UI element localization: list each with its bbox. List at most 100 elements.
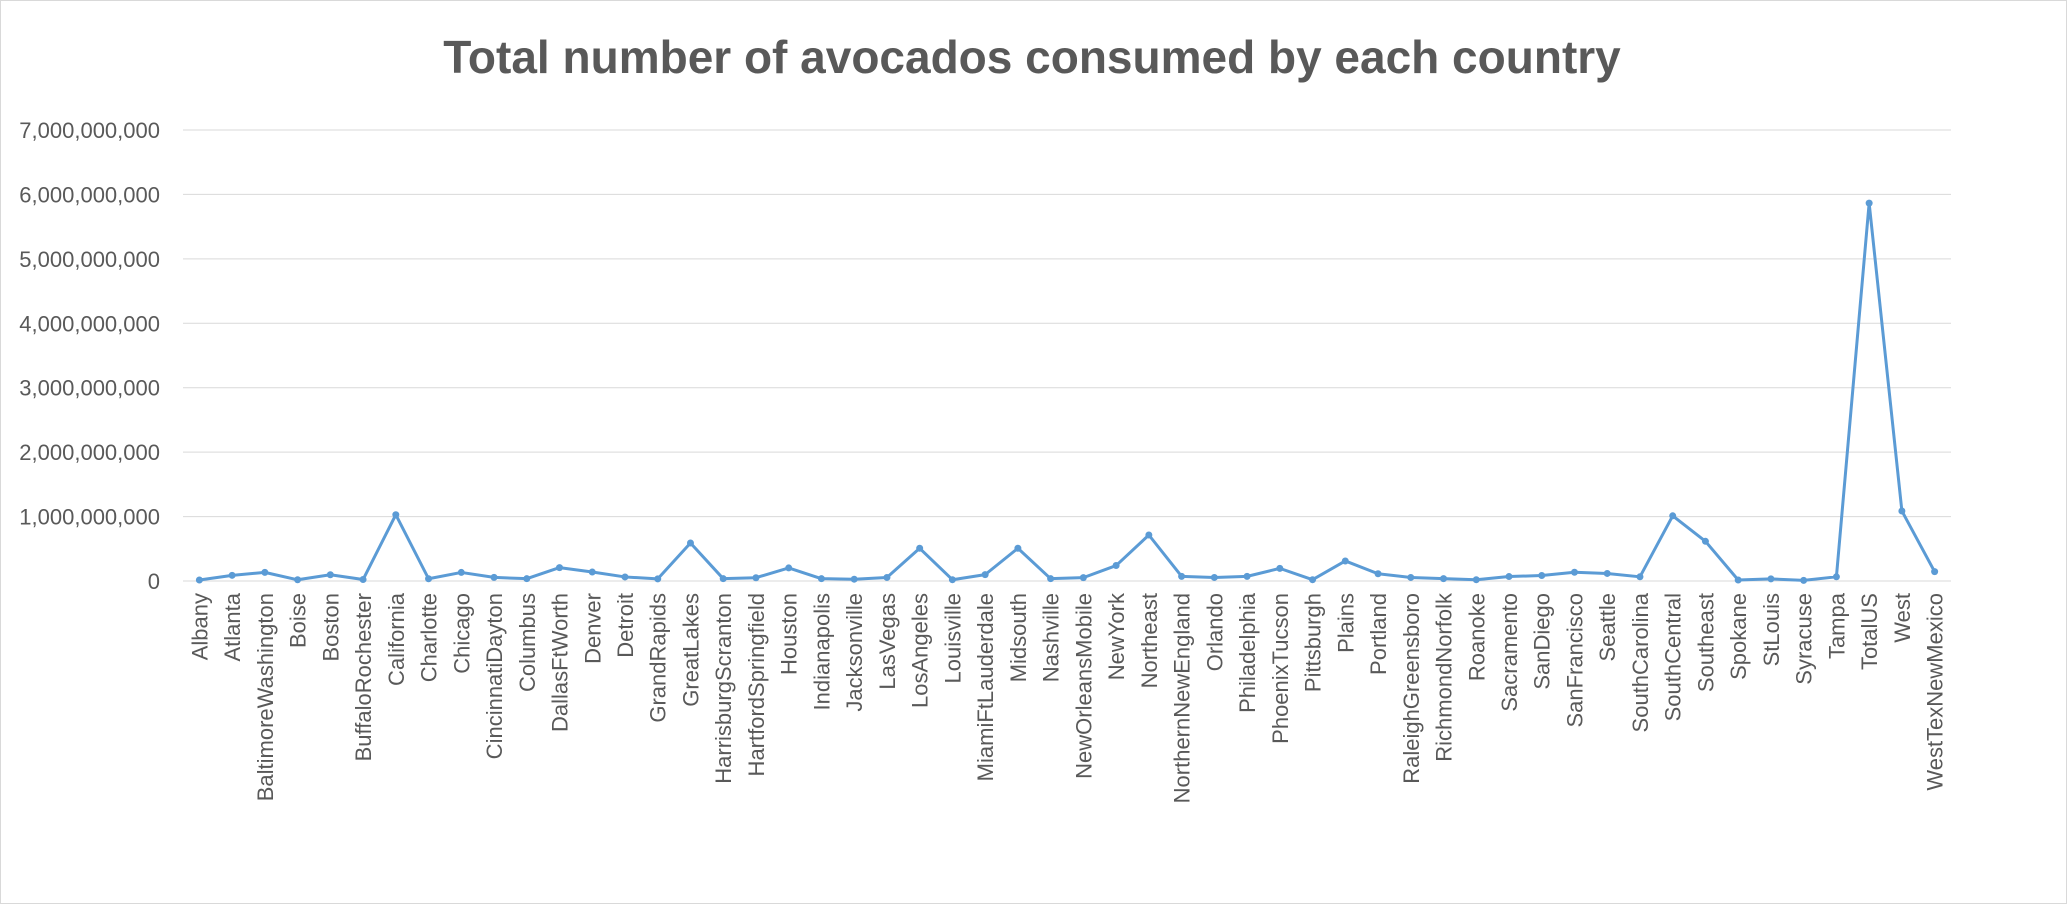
x-tick-label: StLouis: [1759, 593, 1784, 666]
x-tick-label: NewYork: [1104, 592, 1129, 680]
data-point: [1047, 575, 1055, 583]
x-tick-label: BaltimoreWashington: [253, 593, 278, 801]
data-point: [719, 575, 727, 583]
y-tick-label: 2,000,000,000: [19, 440, 160, 465]
x-tick-label: LosAngeles: [908, 593, 933, 708]
x-tick-label: LasVegas: [875, 593, 900, 690]
x-tick-label: RichmondNorfolk: [1432, 592, 1457, 762]
data-point: [1636, 573, 1644, 581]
data-point: [1603, 569, 1611, 577]
x-tick-label: California: [384, 592, 409, 686]
data-point: [490, 573, 498, 581]
x-tick-label: Nashville: [1039, 593, 1064, 682]
data-point: [1669, 512, 1677, 520]
x-tick-label: Jacksonville: [842, 593, 867, 712]
data-point: [359, 576, 367, 584]
y-tick-label: 7,000,000,000: [19, 118, 160, 143]
data-point: [1538, 572, 1546, 580]
x-tick-label: WestTexNewMexico: [1923, 593, 1948, 791]
x-tick-label: PhoenixTucson: [1268, 593, 1293, 744]
data-point: [1276, 564, 1284, 572]
x-tick-label: Orlando: [1202, 593, 1227, 671]
x-tick-label: Plains: [1333, 593, 1358, 653]
x-tick-label: Albany: [187, 593, 212, 660]
chart-title: Total number of avocados consumed by eac…: [443, 31, 1621, 83]
data-point: [523, 575, 531, 583]
x-tick-label: GrandRapids: [646, 593, 671, 723]
x-tick-label: Louisville: [940, 593, 965, 684]
x-tick-label: Detroit: [613, 593, 638, 658]
y-axis-tick-labels: 0 1,000,000,000 2,000,000,000 3,000,000,000…: [19, 118, 160, 594]
data-point: [1309, 576, 1317, 584]
x-tick-label: NorthernNewEngland: [1170, 593, 1195, 803]
data-point: [948, 576, 956, 584]
data-point: [1407, 573, 1415, 581]
x-tick-label: HartfordSpringfield: [744, 593, 769, 776]
x-tick-label: SouthCentral: [1661, 593, 1686, 721]
data-point: [457, 568, 465, 576]
x-tick-label: Southeast: [1693, 593, 1718, 692]
x-tick-label: Pittsburgh: [1301, 593, 1326, 692]
x-tick-label: MiamiFtLauderdale: [973, 593, 998, 781]
series-line: [199, 201, 1936, 582]
data-point: [981, 571, 989, 579]
data-point: [1800, 576, 1808, 584]
data-point: [294, 576, 302, 584]
x-tick-label: Spokane: [1726, 593, 1751, 680]
data-point: [1931, 568, 1939, 576]
data-point: [752, 574, 760, 582]
x-tick-label: Tampa: [1824, 592, 1849, 659]
x-tick-label: Indianapolis: [809, 593, 834, 710]
data-point: [883, 573, 891, 581]
data-point: [785, 564, 793, 572]
x-tick-label: GreatLakes: [678, 593, 703, 707]
x-tick-label: BuffaloRochester: [351, 593, 376, 761]
data-point: [1145, 531, 1153, 539]
data-point: [228, 571, 236, 579]
x-tick-label: Seattle: [1595, 593, 1620, 662]
x-tick-label: TotalUS: [1857, 593, 1882, 670]
data-point: [556, 564, 564, 572]
x-tick-label: Charlotte: [417, 593, 442, 682]
y-tick-label: 6,000,000,000: [19, 182, 160, 207]
x-tick-label: Atlanta: [220, 592, 245, 661]
data-point: [1701, 537, 1709, 545]
x-tick-label: Boston: [318, 593, 343, 662]
data-point: [261, 568, 269, 576]
x-axis-tick-labels: Albany Atlanta BaltimoreWashington Boise Bos…: [187, 592, 1947, 803]
x-tick-label: NewOrleansMobile: [1071, 593, 1096, 779]
y-tick-label: 0: [148, 569, 160, 594]
x-tick-label: SanDiego: [1530, 593, 1555, 690]
x-tick-label: HarrisburgScranton: [711, 593, 736, 784]
gridlines: [183, 129, 1951, 582]
data-point: [1767, 575, 1775, 583]
x-tick-label: RaleighGreensboro: [1399, 593, 1424, 784]
data-point: [1570, 568, 1578, 576]
data-point: [425, 575, 433, 583]
x-tick-label: Chicago: [449, 593, 474, 674]
data-point: [686, 539, 694, 547]
series-layer: [195, 199, 1939, 584]
x-tick-label: Syracuse: [1792, 593, 1817, 685]
x-tick-label: Denver: [580, 593, 605, 664]
data-point: [1079, 574, 1087, 582]
x-tick-label: Roanoke: [1464, 593, 1489, 681]
x-tick-label: Midsouth: [1006, 593, 1031, 682]
data-point: [1014, 544, 1022, 552]
data-point: [1832, 573, 1840, 581]
y-tick-label: 3,000,000,000: [19, 376, 160, 401]
data-point: [1374, 570, 1382, 578]
data-point: [1112, 562, 1120, 570]
x-tick-label: Boise: [286, 593, 311, 648]
y-tick-label: 4,000,000,000: [19, 311, 160, 336]
x-tick-label: SouthCarolina: [1628, 592, 1653, 732]
data-point: [621, 573, 629, 581]
data-point: [654, 575, 662, 583]
x-tick-label: Sacramento: [1497, 593, 1522, 712]
x-tick-label: Houston: [777, 593, 802, 675]
data-point: [1178, 572, 1186, 580]
data-point: [195, 576, 203, 584]
data-point: [392, 511, 400, 519]
